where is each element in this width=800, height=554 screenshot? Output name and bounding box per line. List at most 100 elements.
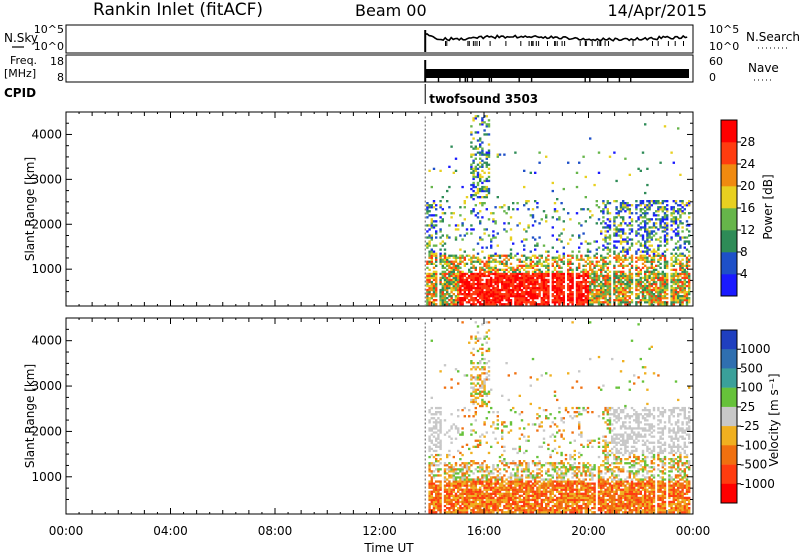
velocity-cell: [487, 390, 491, 393]
power-cell: [452, 276, 455, 280]
power-cell: [679, 254, 682, 257]
power-cell: [531, 224, 535, 227]
velocity-cell: [503, 458, 506, 461]
power-cell: [602, 266, 605, 269]
velocity-cell: [494, 427, 497, 430]
velocity-cell: [578, 480, 581, 483]
power-cell: [494, 260, 497, 263]
velocity-cell: [485, 441, 488, 444]
velocity-cell: [472, 460, 475, 463]
power-cell: [657, 301, 660, 304]
velocity-cell: [454, 472, 458, 475]
velocity-cell: [582, 488, 585, 491]
velocity-cell: [571, 496, 574, 500]
velocity-cell: [485, 466, 488, 469]
power-cell: [476, 260, 480, 263]
velocity-cell: [476, 498, 480, 502]
velocity-cell: [487, 400, 491, 404]
power-cell: [663, 295, 667, 298]
power-cell: [485, 165, 488, 168]
power-cell: [470, 266, 473, 269]
power-cell: [490, 276, 493, 280]
power-cell: [485, 303, 488, 306]
power-cell: [683, 240, 686, 243]
power-cell: [527, 266, 530, 269]
velocity-cell: [492, 411, 495, 414]
power-cell: [575, 303, 579, 306]
power-cell: [639, 242, 642, 245]
power-cell: [468, 254, 471, 257]
velocity-cell: [439, 429, 442, 432]
velocity-cell: [540, 484, 543, 487]
velocity-cell: [534, 474, 537, 477]
power-cell: [479, 284, 482, 288]
power-cell: [661, 218, 664, 221]
velocity-cell: [459, 433, 462, 436]
power-cell: [503, 222, 506, 225]
velocity-cell: [531, 504, 535, 508]
power-cell: [650, 266, 653, 269]
power-cell: [591, 270, 594, 273]
power-cell: [600, 274, 603, 278]
power-cell: [683, 236, 686, 239]
power-cell: [457, 286, 460, 290]
velocity-cell: [439, 474, 442, 477]
velocity-cell: [465, 504, 469, 508]
velocity-cell: [562, 507, 565, 510]
power-cell: [637, 274, 640, 278]
power-cell: [569, 276, 572, 280]
velocity-cell: [468, 470, 471, 473]
power-cell: [593, 266, 596, 269]
power-cell: [622, 206, 625, 209]
velocity-cell: [428, 496, 431, 500]
power-cell: [439, 301, 442, 304]
power-cell: [617, 291, 620, 294]
velocity-cell: [505, 507, 508, 510]
power-cell: [646, 228, 649, 231]
velocity-cell: [558, 500, 561, 504]
velocity-cell: [439, 413, 442, 416]
power-cell: [463, 218, 466, 221]
power-cell: [516, 286, 519, 290]
velocity-cell: [571, 476, 574, 479]
power-cell: [584, 280, 587, 284]
power-cell: [560, 232, 563, 235]
power-cell: [655, 291, 658, 294]
velocity-cell: [494, 478, 497, 481]
velocity-cell: [470, 386, 473, 389]
power-cell: [551, 284, 554, 288]
velocity-cell: [490, 480, 493, 483]
power-cell: [571, 284, 574, 288]
power-cell: [494, 222, 497, 225]
power-cell: [463, 264, 466, 267]
velocity-cell: [542, 486, 546, 489]
power-cell: [492, 286, 495, 290]
velocity-cell: [452, 502, 455, 506]
power-cell: [600, 286, 603, 290]
power-cell: [619, 202, 623, 205]
power-cell: [659, 301, 662, 304]
power-cell: [426, 278, 429, 282]
power-cell: [635, 301, 638, 304]
power-cell: [655, 272, 658, 276]
velocity-cell: [516, 490, 519, 493]
power-cell: [677, 258, 680, 261]
power-cell: [569, 297, 572, 300]
power-cell: [441, 266, 444, 269]
velocity-cell: [575, 415, 579, 418]
power-cell: [659, 202, 662, 205]
velocity-cell: [505, 362, 508, 365]
power-cell: [595, 272, 598, 276]
power-cell: [439, 248, 442, 251]
power-cell: [602, 274, 605, 278]
power-cell: [472, 208, 475, 211]
velocity-cell: [551, 480, 554, 483]
power-cell: [540, 262, 543, 265]
velocity-cell: [573, 509, 576, 512]
power-cell: [571, 274, 574, 278]
power-cell: [485, 291, 488, 294]
velocity-cell: [481, 480, 484, 483]
power-cell: [683, 288, 686, 292]
power-cell: [622, 232, 625, 235]
power-cell: [509, 284, 513, 288]
